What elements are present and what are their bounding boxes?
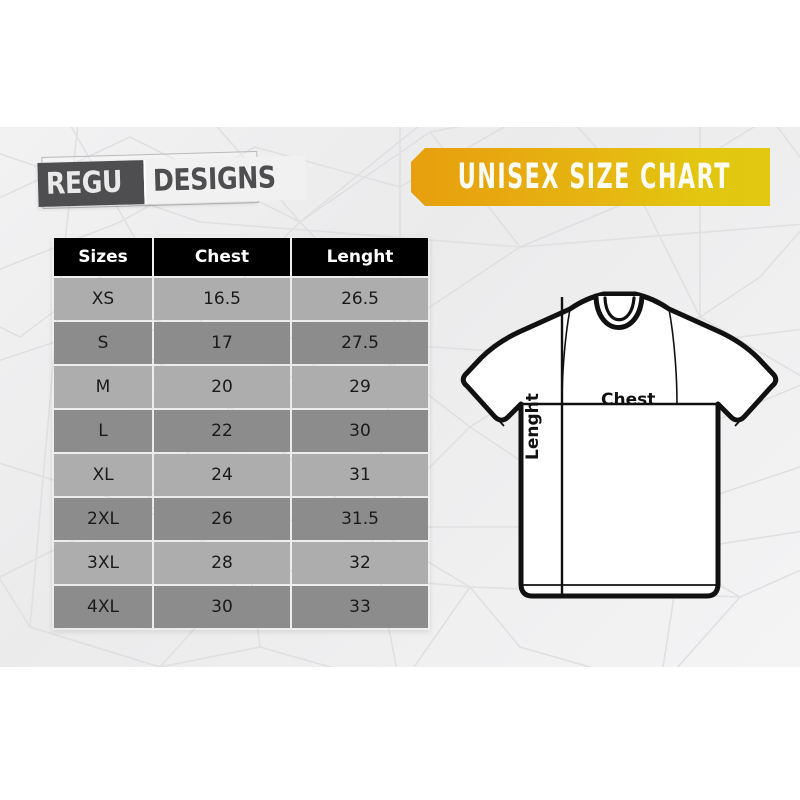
cell-length: 31.5 — [292, 498, 428, 540]
cell-size: L — [54, 410, 152, 452]
tshirt-right-cuff — [734, 395, 764, 427]
cell-length: 27.5 — [292, 322, 428, 364]
cell-chest: 17 — [154, 322, 290, 364]
cell-size: 3XL — [54, 542, 152, 584]
table-row: XL 24 31 — [54, 454, 428, 496]
cell-chest: 22 — [154, 410, 290, 452]
cell-length: 29 — [292, 366, 428, 408]
logo-plate: REGU DESIGNS — [37, 155, 307, 208]
cell-length: 26.5 — [292, 278, 428, 320]
length-measure-label: Lenght — [523, 393, 543, 460]
table-body: XS 16.5 26.5 S 17 27.5 M 20 29 L 22 30 X… — [54, 278, 428, 628]
cell-chest: 30 — [154, 586, 290, 628]
table-row: L 22 30 — [54, 410, 428, 452]
table-row: 4XL 30 33 — [54, 586, 428, 628]
table-row: 2XL 26 31.5 — [54, 498, 428, 540]
table-header-row: Sizes Chest Lenght — [54, 238, 428, 276]
cell-chest: 20 — [154, 366, 290, 408]
cell-size: XS — [54, 278, 152, 320]
tshirt-collar-inner — [603, 296, 636, 322]
column-header-chest: Chest — [154, 238, 290, 276]
cell-size: 2XL — [54, 498, 152, 540]
cell-chest: 28 — [154, 542, 290, 584]
table-row: S 17 27.5 — [54, 322, 428, 364]
logo-text-designs: DESIGNS — [152, 160, 276, 199]
size-chart-table: Sizes Chest Lenght XS 16.5 26.5 S 17 27.… — [52, 236, 430, 630]
cell-length: 32 — [292, 542, 428, 584]
banner-title-text: UNISEX SIZE CHART — [457, 156, 731, 198]
tshirt-collar-outer — [593, 293, 645, 330]
cell-size: XL — [54, 454, 152, 496]
cell-length: 33 — [292, 586, 428, 628]
cell-size: 4XL — [54, 586, 152, 628]
cell-chest: 24 — [154, 454, 290, 496]
table-row: 3XL 28 32 — [54, 542, 428, 584]
tshirt-right-shoulder-seam — [668, 308, 678, 405]
cell-chest: 26 — [154, 498, 290, 540]
tshirt-body-outline — [460, 291, 779, 599]
table-row: M 20 29 — [54, 366, 428, 408]
cell-chest: 16.5 — [154, 278, 290, 320]
chest-measure-label: Chest — [601, 390, 656, 410]
cell-length: 30 — [292, 410, 428, 452]
logo-left-block: REGU — [37, 160, 145, 208]
column-header-sizes: Sizes — [54, 238, 152, 276]
cell-length: 31 — [292, 454, 428, 496]
brand-logo: REGU DESIGNS — [37, 150, 307, 214]
tshirt-illustration — [452, 262, 782, 634]
column-header-length: Lenght — [292, 238, 428, 276]
tshirt-left-cuff — [475, 395, 505, 427]
table-row: XS 16.5 26.5 — [54, 278, 428, 320]
logo-text-regu: REGU — [45, 164, 123, 202]
cell-size: M — [54, 366, 152, 408]
logo-right-block: DESIGNS — [142, 155, 307, 205]
title-banner: UNISEX SIZE CHART — [411, 148, 770, 206]
cell-size: S — [54, 322, 152, 364]
